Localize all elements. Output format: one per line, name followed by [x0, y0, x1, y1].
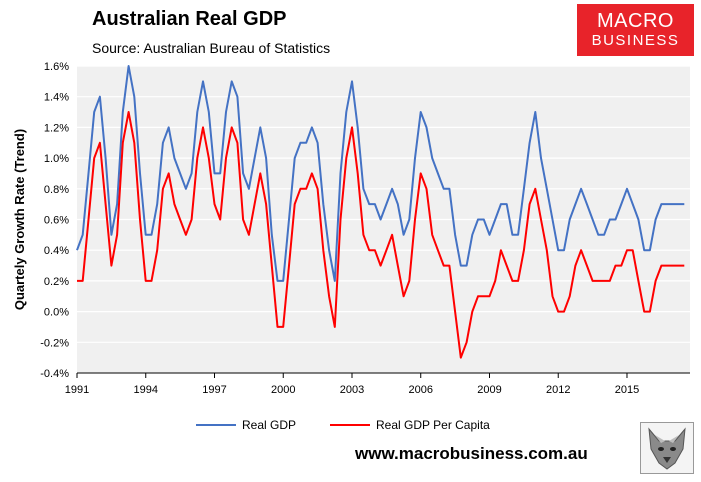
y-tick-label: -0.2%	[40, 337, 69, 349]
x-axis-ticks: 1991 1994 1997 2000 2003 2006 2009 2012 2015	[65, 372, 690, 396]
y-tick-label: -0.4%	[40, 368, 69, 380]
x-tick-label: 1991	[65, 384, 89, 396]
legend-swatch-real-gdp-per-capita	[330, 424, 370, 426]
x-tick-label: 1994	[134, 384, 158, 396]
x-tick-label: 2000	[271, 384, 295, 396]
x-tick-label: 2012	[546, 384, 570, 396]
website-link[interactable]: www.macrobusiness.com.au	[355, 444, 588, 463]
y-tick-label: 0.8%	[44, 184, 69, 196]
y-tick-label: 1.4%	[44, 92, 69, 104]
chart-subtitle: Source: Australian Bureau of Statistics	[92, 40, 331, 56]
x-tick-label: 2003	[340, 384, 364, 396]
y-tick-label: 1.2%	[44, 122, 69, 134]
series-line-real-gdp[interactable]	[76, 65, 685, 282]
macrobusiness-logo[interactable]: MACRO BUSINESS	[577, 4, 694, 56]
series-group	[76, 65, 685, 359]
legend-label-real-gdp: Real GDP	[242, 418, 297, 432]
legend-label-real-gdp-per-capita: Real GDP Per Capita	[376, 418, 490, 432]
x-tick-label: 2009	[477, 384, 501, 396]
y-tick-label: 0.4%	[44, 245, 69, 257]
y-tick-label: 1.0%	[44, 153, 69, 165]
chart-title: Australian Real GDP	[92, 8, 287, 30]
wolf-head-icon	[640, 422, 694, 474]
x-tick-label: 2006	[408, 384, 432, 396]
y-axis-label: Quartely Growth Rate (Trend)	[12, 129, 27, 310]
legend-item-real-gdp-per-capita[interactable]: Real GDP Per Capita	[330, 418, 490, 432]
x-tick-label: 1997	[202, 384, 226, 396]
legend-swatch-real-gdp	[196, 424, 236, 426]
x-tick-label: 2015	[615, 384, 639, 396]
logo-line-1: MACRO	[597, 10, 674, 32]
y-tick-label: 0.0%	[44, 307, 69, 319]
logo-line-2: BUSINESS	[591, 32, 680, 49]
y-axis-ticks: -0.4% -0.2% 0.0% 0.2% 0.4% 0.6% 0.8% 1.0% 1.2% 1.…	[40, 61, 69, 380]
y-tick-label: 0.2%	[44, 276, 69, 288]
legend-item-real-gdp[interactable]: Real GDP	[196, 418, 296, 432]
y-tick-label: 1.6%	[44, 61, 69, 73]
series-line-real-gdp-per-capita[interactable]	[77, 111, 685, 359]
y-tick-label: 0.6%	[44, 215, 69, 227]
